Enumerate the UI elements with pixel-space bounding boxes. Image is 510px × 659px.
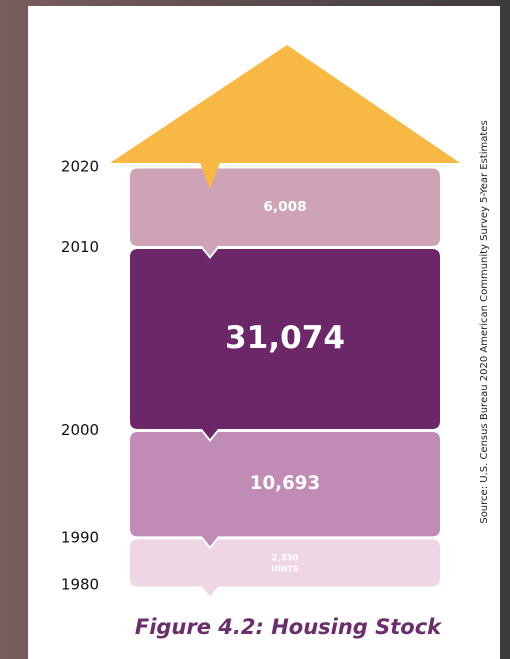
year-label: 2000 (61, 421, 99, 439)
year-label: 1980 (61, 576, 99, 594)
year-label: 2020 (61, 158, 99, 176)
infographic: Figure 4.2: Housing Stock Source: U.S. C… (0, 0, 510, 659)
value-label: 6,008 (263, 199, 306, 215)
unit-label: UNITS (271, 564, 299, 573)
value-label: 10,693 (250, 473, 320, 494)
figure-title: Figure 4.2: Housing Stock (135, 615, 443, 639)
value-label: 31,074 (225, 320, 345, 356)
value-label: 2,330 (272, 553, 299, 563)
source-note: Source: U.S. Census Bureau 2020 American… (479, 120, 490, 523)
year-label: 1990 (61, 528, 99, 546)
year-label: 2010 (61, 238, 99, 256)
